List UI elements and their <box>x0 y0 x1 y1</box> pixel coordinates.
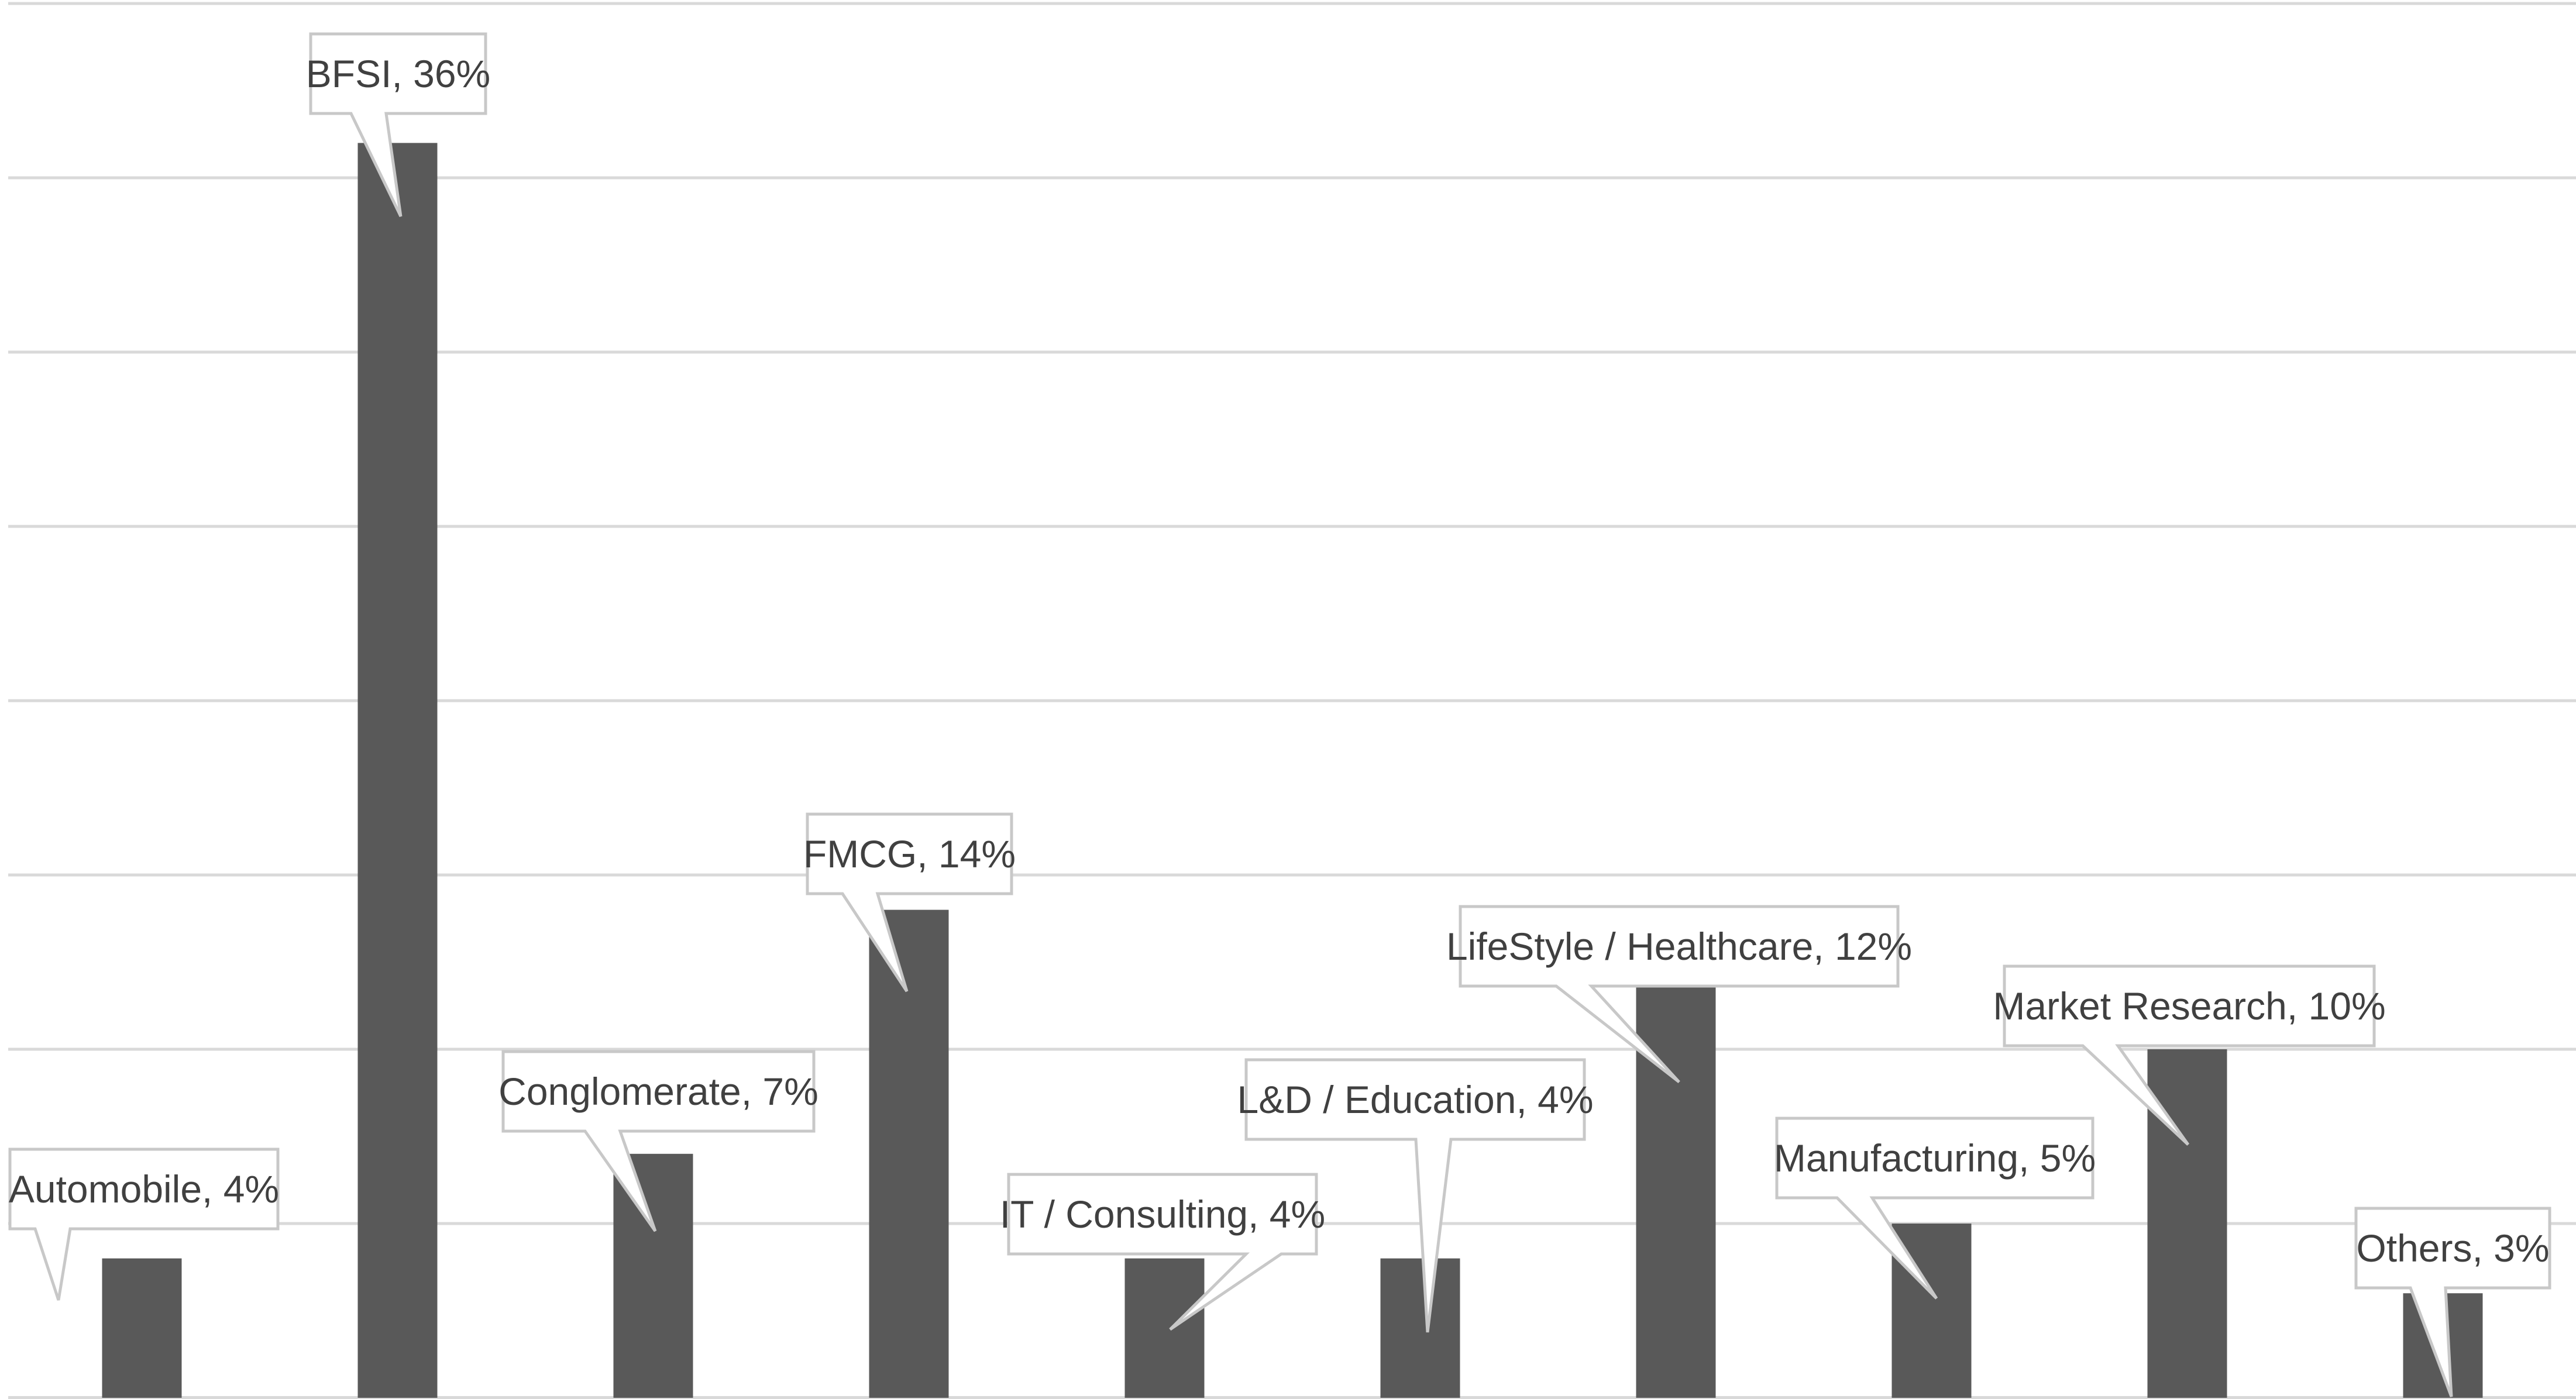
data-label-callout <box>8 1148 280 1301</box>
data-label-text: Automobile, 4% <box>9 1167 279 1211</box>
data-label: LifeStyle / Healthcare, 12% <box>1446 905 1912 1083</box>
bar-bfsi <box>357 143 438 1398</box>
data-label-text: Others, 3% <box>2356 1226 2549 1270</box>
bar-fmcg <box>869 909 949 1398</box>
data-label: BFSI, 36% <box>306 32 490 218</box>
bar-it-consulting <box>1124 1258 1205 1398</box>
bars <box>102 143 2483 1398</box>
data-label-callout <box>2354 1207 2551 1397</box>
data-label-text: Manufacturing, 5% <box>1774 1136 2096 1180</box>
bar-conglomerate <box>613 1153 693 1398</box>
data-label-callout <box>1244 1058 1586 1333</box>
data-label-text: BFSI, 36% <box>306 52 490 95</box>
data-label-callout <box>1007 1173 1318 1331</box>
data-label-text: L&D / Education, 4% <box>1237 1078 1593 1121</box>
bar-lifestyle-healthcare <box>1636 979 1716 1398</box>
data-label-text: Conglomerate, 7% <box>498 1070 818 1113</box>
data-label-callout <box>1775 1117 2094 1300</box>
data-label-callout <box>806 812 1013 993</box>
data-label-text: Market Research, 10% <box>1993 984 2385 1028</box>
data-label-callout <box>1459 905 1900 1083</box>
data-label: FMCG, 14% <box>803 812 1016 993</box>
data-label: L&D / Education, 4% <box>1237 1058 1594 1333</box>
data-label: Manufacturing, 5% <box>1774 1117 2096 1300</box>
data-label: Market Research, 10% <box>1993 964 2386 1146</box>
bar-l-d-education <box>1380 1258 1460 1398</box>
data-label-text: LifeStyle / Healthcare, 12% <box>1446 925 1912 968</box>
data-label-text: IT / Consulting, 4% <box>1000 1193 1325 1236</box>
data-label-callout <box>2003 964 2376 1146</box>
data-labels: Automobile, 4% BFSI, 36% Conglomerate, 7% F… <box>8 32 2551 1397</box>
data-label-callout <box>501 1050 816 1232</box>
bar-market-research <box>2147 1049 2227 1398</box>
data-label: Conglomerate, 7% <box>498 1050 818 1232</box>
data-label-callout <box>309 32 487 218</box>
bar-automobile <box>102 1258 182 1398</box>
data-label-text: FMCG, 14% <box>803 832 1016 876</box>
data-label: Others, 3% <box>2354 1207 2551 1397</box>
data-label: IT / Consulting, 4% <box>1000 1173 1325 1331</box>
data-label: Automobile, 4% <box>8 1148 280 1301</box>
